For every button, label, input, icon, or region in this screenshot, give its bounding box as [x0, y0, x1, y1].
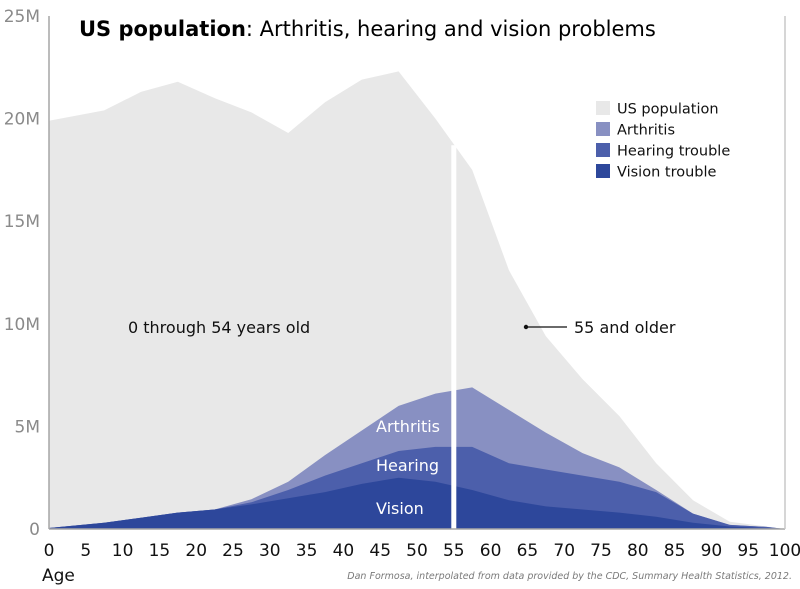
y-tick-label: 15M [4, 212, 40, 232]
x-tick-label: 45 [369, 541, 391, 561]
x-tick-label: 20 [185, 541, 207, 561]
area-vision-trouble [49, 477, 785, 529]
y-tick-labels: 0 5M 10M 15M 20M 25M [4, 7, 40, 540]
x-tick-label: 55 [443, 541, 465, 561]
y-tick-label: 20M [4, 110, 40, 130]
x-tick-label: 80 [627, 541, 649, 561]
inner-label-arthritis: Arthritis [376, 417, 440, 436]
x-tick-label: 25 [222, 541, 244, 561]
legend-swatch [596, 101, 610, 115]
x-tick-label: 10 [112, 541, 134, 561]
y-tick-label: 5M [15, 417, 40, 437]
x-tick-label: 30 [259, 541, 281, 561]
x-tick-label: 50 [406, 541, 428, 561]
legend-swatch [596, 143, 610, 157]
x-tick-label: 60 [480, 541, 502, 561]
title-rest-part: : Arthritis, hearing and vision problems [246, 17, 656, 41]
inner-label-hearing: Hearing [376, 456, 439, 475]
x-tick-label: 85 [664, 541, 686, 561]
title-bold-part: US population [79, 17, 246, 41]
x-tick-label: 5 [80, 541, 91, 561]
legend-label: US population [617, 102, 719, 118]
x-tick-label: 75 [590, 541, 612, 561]
legend: US population Arthritis Hearing trouble Vis… [596, 101, 730, 181]
x-tick-label: 95 [737, 541, 759, 561]
x-tick-label: 0 [44, 541, 55, 561]
area-us-population [49, 71, 785, 530]
chart-title: US population: Arthritis, hearing and vi… [79, 17, 656, 41]
y-tick-label: 0 [29, 520, 40, 540]
y-tick-label: 25M [4, 7, 40, 27]
x-tick-label: 15 [149, 541, 171, 561]
areas-layer [49, 71, 785, 530]
x-tick-labels: 0 5 10 15 20 25 30 35 40 45 50 55 60 65 70 75 80 85 90 95 10… [44, 541, 800, 561]
x-tick-label: 70 [553, 541, 575, 561]
left-region-label: 0 through 54 years old [128, 318, 310, 337]
x-tick-label: 90 [701, 541, 723, 561]
x-axis-label: Age [42, 566, 75, 586]
source-credit: Dan Formosa, interpolated from data prov… [347, 571, 792, 582]
legend-swatch [596, 122, 610, 136]
y-tick-label: 10M [4, 315, 40, 335]
right-region-label: 55 and older [574, 318, 676, 337]
legend-label: Vision trouble [617, 165, 717, 181]
legend-label: Hearing trouble [617, 144, 730, 160]
legend-swatch [596, 164, 610, 178]
inner-label-vision: Vision [376, 499, 424, 518]
x-tick-label: 35 [296, 541, 318, 561]
x-tick-label: 100 [769, 541, 800, 561]
x-tick-label: 65 [517, 541, 539, 561]
x-tick-label: 40 [333, 541, 355, 561]
legend-label: Arthritis [617, 123, 675, 139]
